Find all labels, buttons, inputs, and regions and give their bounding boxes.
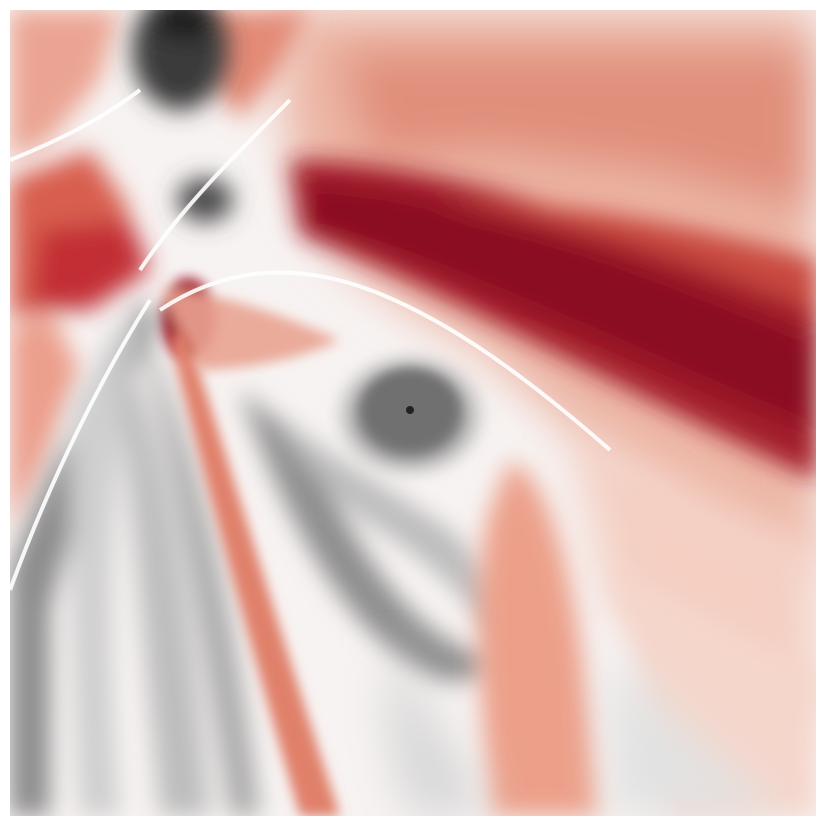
- vortex: [330, 349, 490, 481]
- dark-gray-patch-top: [132, 10, 233, 222]
- field-image: [10, 10, 816, 816]
- white-front-lines: [10, 88, 612, 591]
- red-streak-diagonal: [170, 330, 340, 816]
- lower-right-gray: [386, 650, 790, 816]
- field-visualization: [10, 10, 816, 816]
- upper-left-red-patches: [10, 10, 310, 530]
- gray-arcs-lower-left: [10, 300, 260, 816]
- gray-arcs-middle: [240, 390, 510, 682]
- dark-red-band: [290, 160, 816, 480]
